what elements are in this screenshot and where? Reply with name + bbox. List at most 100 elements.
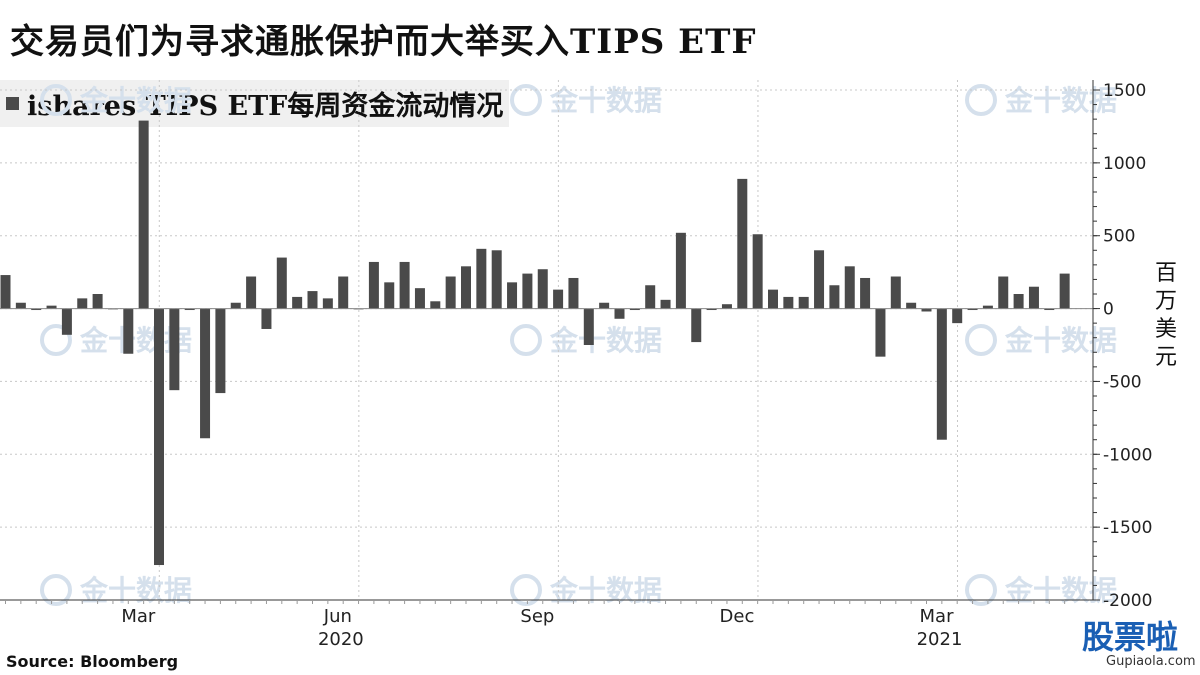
watermark-icon: [40, 84, 72, 116]
bar-8: [123, 308, 134, 354]
watermark-logo: 股票啦: [1082, 618, 1179, 656]
bar-35: [537, 269, 548, 309]
y-tick-label: -500: [1103, 372, 1142, 392]
bar-27: [414, 288, 425, 309]
bar-65: [998, 276, 1009, 309]
bar-0: [0, 275, 11, 309]
bar-61: [936, 308, 947, 440]
bar-52: [798, 296, 809, 309]
x-year-label: 2020: [318, 629, 364, 650]
x-tick-label: Dec: [720, 606, 755, 627]
bar-12: [184, 308, 195, 311]
watermark-icon: [965, 84, 997, 116]
watermark-icon: [965, 574, 997, 606]
bar-51: [783, 296, 794, 309]
y-tick-label: 1500: [1103, 81, 1146, 101]
bar-29: [445, 276, 456, 309]
bar-4: [61, 308, 72, 335]
bar-9: [138, 120, 149, 309]
bar-60: [921, 308, 932, 312]
watermark-text: 金十数据: [549, 574, 662, 607]
bar-50: [768, 289, 778, 309]
watermark-icon: [965, 324, 997, 356]
bar-25: [384, 282, 395, 309]
y-tick-label: 500: [1103, 227, 1135, 247]
bar-66: [1013, 294, 1024, 309]
bar-10: [154, 308, 164, 566]
bar-6: [92, 294, 103, 309]
bar-39: [599, 302, 610, 309]
y-tick-label: -1500: [1103, 518, 1152, 538]
y-tick-label: -1000: [1103, 445, 1152, 465]
watermark-text: 金十数据: [79, 84, 192, 117]
y-axis-label: 百: [1155, 261, 1177, 286]
bar-32: [491, 250, 502, 309]
bar-69: [1059, 273, 1070, 309]
watermark-icon: [40, 324, 72, 356]
bar-59: [906, 302, 917, 309]
watermark-icon: [510, 84, 542, 116]
bar-49: [752, 234, 763, 309]
bar-64: [982, 305, 993, 309]
watermark-text: 金十数据: [79, 574, 192, 607]
bar-53: [814, 250, 825, 309]
y-tick-label: -2000: [1103, 591, 1152, 611]
bar-45: [691, 308, 702, 343]
bar-2: [31, 308, 42, 311]
chart-title: 交易员们为寻求通胀保护而大举买入TIPS ETF: [10, 22, 757, 62]
bar-33: [507, 282, 518, 309]
y-tick-label: 0: [1103, 300, 1114, 320]
bar-20: [307, 291, 318, 309]
bar-47: [721, 304, 732, 309]
bar-58: [890, 276, 901, 309]
bar-5: [77, 298, 88, 309]
bar-68: [1044, 308, 1055, 311]
bar-55: [844, 266, 855, 309]
watermark-icon: [510, 574, 542, 606]
bar-34: [522, 273, 533, 309]
x-tick-label: Mar: [920, 606, 955, 627]
bar-18: [276, 257, 287, 309]
x-tick-label: Jun: [323, 606, 352, 627]
bar-63: [967, 308, 978, 311]
bar-16: [246, 276, 257, 309]
legend-label: ishares TIPS ETF每周资金流动情况: [27, 91, 504, 122]
bar-31: [476, 248, 487, 309]
bar-37: [568, 277, 579, 309]
bar-1: [15, 302, 26, 309]
bar-14: [215, 308, 226, 394]
legend-swatch: [6, 97, 19, 110]
x-tick-label: Sep: [520, 606, 554, 627]
bar-38: [583, 308, 594, 345]
bar-56: [860, 277, 871, 309]
source-note: Source: Bloomberg: [6, 652, 179, 671]
bar-43: [660, 299, 671, 309]
bar-54: [829, 285, 840, 309]
watermark-site: Gupiaola.com: [1106, 654, 1196, 669]
bar-48: [737, 178, 748, 309]
bar-40: [614, 308, 625, 319]
watermark-text: 金十数据: [1004, 84, 1117, 117]
bar-28: [430, 301, 441, 309]
bar-42: [645, 285, 656, 309]
x-year-label: 2021: [917, 629, 963, 650]
legend: ishares TIPS ETF每周资金流动情况: [0, 80, 510, 127]
bar-19: [292, 296, 303, 309]
bar-57: [875, 308, 886, 357]
bar-17: [261, 308, 272, 329]
watermark-text: 金十数据: [1004, 324, 1117, 357]
bar-11: [169, 308, 180, 391]
watermark-icon: [510, 324, 542, 356]
bar-36: [553, 289, 564, 309]
bar-67: [1028, 286, 1039, 309]
watermark-icon: [40, 574, 72, 606]
watermark-text: 金十数据: [549, 324, 662, 357]
bar-3: [46, 305, 57, 309]
watermark-text: 金十数据: [1004, 574, 1117, 607]
y-axis-label: 元: [1155, 345, 1177, 370]
bar-22: [338, 276, 349, 309]
bar-15: [230, 302, 241, 309]
bar-24: [368, 261, 379, 309]
bar-30: [461, 266, 471, 309]
